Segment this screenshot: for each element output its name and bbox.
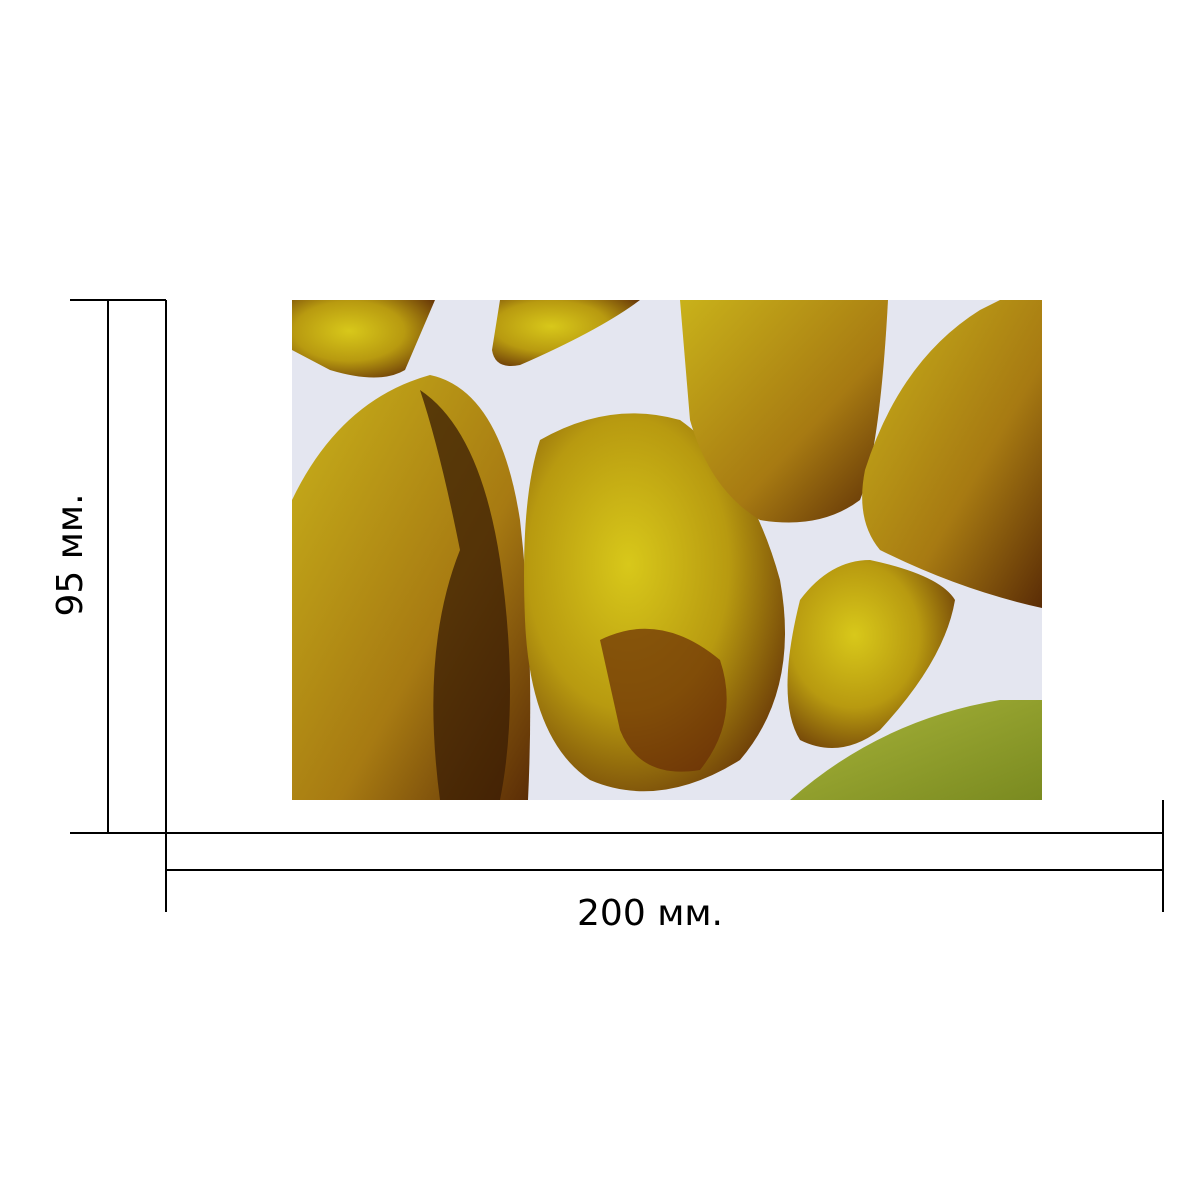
height-label: 95 мм.	[50, 493, 91, 616]
width-label: 200 мм.	[577, 893, 723, 934]
amber-photo	[292, 300, 1042, 800]
dimension-lines	[70, 299, 1164, 912]
